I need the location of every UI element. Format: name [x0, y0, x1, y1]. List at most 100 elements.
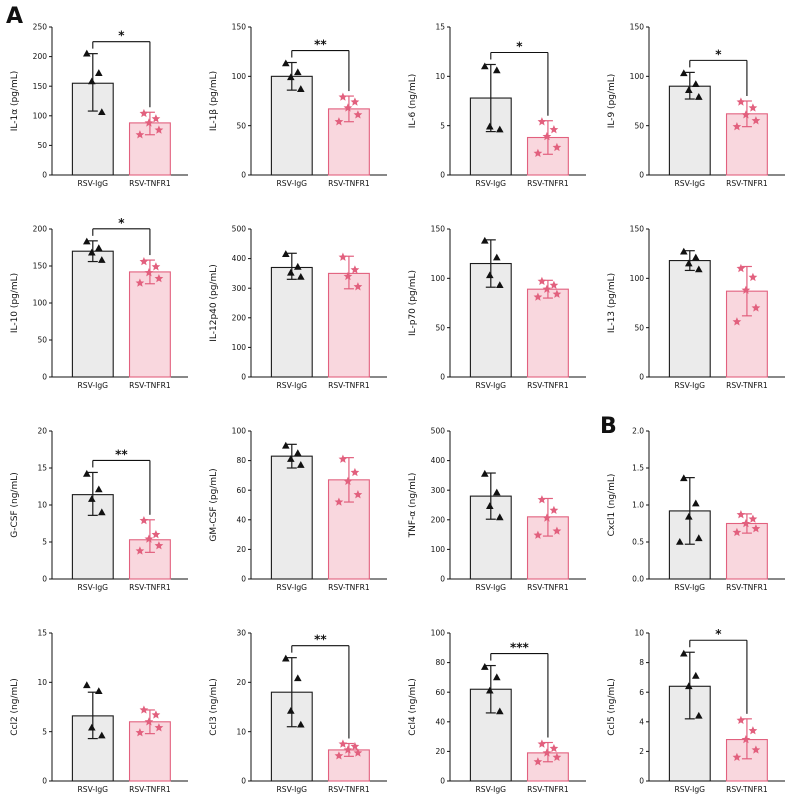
star-point-icon: [343, 271, 352, 281]
y-tick-label: 80: [236, 456, 246, 465]
triangle-point-icon: [480, 236, 489, 244]
triangle-point-icon: [492, 253, 501, 261]
y-tick-label: 50: [236, 121, 246, 130]
star-point-icon: [144, 118, 153, 127]
y-tick-label: 2: [639, 747, 644, 756]
y-tick-label: 15: [435, 23, 445, 32]
y-tick-label: 40: [236, 515, 246, 524]
y-axis-label: IL-9 (pg/mL): [607, 74, 617, 129]
y-tick-label: 10: [37, 678, 47, 687]
significance-stars: **: [314, 633, 327, 647]
star-point-icon: [741, 518, 750, 528]
y-tick-label: 0: [42, 575, 47, 584]
y-tick-label: 150: [629, 23, 644, 32]
triangle-point-icon: [87, 723, 96, 731]
y-tick-label: 500: [231, 225, 246, 234]
y-tick-label: 100: [430, 274, 445, 283]
star-point-icon: [338, 454, 347, 463]
chart-panel-ccl3: 0 10 20 30 Ccl3 (ng/mL) ** RSV-IgG RSV-TNFR1: [200, 607, 399, 809]
x-category-label: RSV-TNFR1: [527, 381, 569, 390]
x-category-label: RSV-TNFR1: [129, 785, 171, 794]
chart-panel-il-1b: 0 50 100 150 IL-1β (pg/mL) ** RSV-IgG RSV-TNFR1: [200, 1, 399, 203]
significance-stars: *: [118, 29, 125, 43]
y-tick-label: 1.5: [632, 464, 644, 473]
chart-panel-tnf-a: 0 100 200 300 400 500 TNF-α (ng/mL) RSV-IgG RSV-…: [399, 405, 598, 607]
y-tick-label: 150: [231, 23, 246, 32]
star-point-icon: [537, 495, 546, 504]
star-point-icon: [552, 289, 561, 298]
triangle-point-icon: [286, 455, 295, 462]
triangle-point-icon: [281, 654, 290, 662]
y-tick-label: 100: [231, 427, 246, 436]
triangle-point-icon: [296, 272, 305, 280]
star-point-icon: [533, 530, 542, 539]
y-tick-label: 300: [430, 486, 445, 495]
triangle-point-icon: [495, 281, 504, 289]
triangle-point-icon: [485, 271, 494, 279]
significance-stars: **: [314, 38, 327, 52]
triangle-point-icon: [94, 687, 103, 695]
star-point-icon: [353, 110, 362, 119]
triangle-point-icon: [82, 469, 91, 477]
triangle-point-icon: [293, 68, 302, 76]
triangle-point-icon: [694, 93, 703, 100]
y-tick-label: 50: [37, 336, 47, 345]
y-axis-label: IL-12p40 (pg/mL): [209, 264, 219, 342]
y-tick-label: 15: [37, 464, 47, 473]
star-point-icon: [334, 117, 343, 126]
bar-RSV-TNFR1: [526, 288, 569, 378]
triangle-point-icon: [679, 474, 688, 482]
star-point-icon: [732, 317, 741, 326]
bar-RSV-TNFR1: [725, 113, 768, 176]
y-axis-label: IL-1α (pg/mL): [10, 71, 20, 132]
star-point-icon: [736, 715, 745, 725]
y-axis-label: Cxcl1 (ng/mL): [607, 474, 617, 537]
y-tick-label: 100: [32, 299, 47, 308]
triangle-point-icon: [87, 495, 96, 502]
x-category-label: RSV-TNFR1: [726, 583, 768, 592]
y-axis-label: GM-CSF (pg/mL): [209, 468, 219, 541]
chart-panel-ccl5: 0 2 4 6 8 10 Ccl5 (ng/mL) * RSV-IgG RSV-TNFR1: [598, 607, 797, 809]
star-point-icon: [154, 125, 163, 134]
bar-RSV-TNFR1: [526, 136, 569, 176]
y-tick-label: 5: [42, 538, 47, 547]
triangle-point-icon: [293, 262, 302, 270]
chart-svg: 0.0 0.5 1.0 1.5 2.0 Cxcl1 (ng/mL) RSV-IgG RSV-T…: [607, 427, 785, 592]
star-point-icon: [748, 103, 757, 112]
y-tick-label: 20: [236, 678, 246, 687]
star-point-icon: [154, 273, 163, 283]
star-point-icon: [353, 282, 362, 291]
bar-RSV-IgG: [270, 455, 313, 580]
y-tick-label: 50: [634, 323, 644, 332]
triangle-point-icon: [694, 711, 703, 719]
star-point-icon: [139, 705, 148, 714]
star-point-icon: [542, 284, 551, 293]
star-point-icon: [552, 142, 561, 152]
triangle-point-icon: [691, 499, 700, 507]
star-point-icon: [537, 276, 546, 286]
x-category-label: RSV-TNFR1: [129, 583, 171, 592]
chart-svg: 0 2 4 6 8 10 Ccl5 (ng/mL) * RSV-IgG RSV-TNFR1: [607, 627, 785, 794]
star-point-icon: [139, 256, 148, 266]
chart-svg: 0 5 10 15 IL-6 (ng/mL) * RSV-IgG RSV-TNFR1: [408, 23, 586, 188]
star-point-icon: [334, 497, 343, 506]
triangle-point-icon: [495, 125, 504, 133]
star-point-icon: [736, 263, 745, 273]
y-tick-label: 150: [32, 82, 47, 91]
triangle-point-icon: [480, 469, 489, 477]
y-tick-label: 100: [231, 343, 246, 352]
y-tick-label: 50: [435, 323, 445, 332]
triangle-point-icon: [694, 265, 703, 273]
y-tick-label: 0: [440, 777, 445, 786]
triangle-point-icon: [281, 441, 290, 449]
y-tick-label: 0: [440, 575, 445, 584]
star-point-icon: [732, 527, 741, 537]
chart-svg: 0 50 100 150 IL-9 (pg/mL) * RSV-IgG RSV-TNFR1: [607, 23, 785, 188]
triangle-point-icon: [296, 720, 305, 728]
chart-svg: 0 20 40 60 80 100 Ccl4 (ng/mL) *** RSV-IgG RSV-TN…: [408, 629, 586, 794]
star-point-icon: [334, 751, 343, 760]
y-tick-label: 30: [236, 629, 246, 638]
y-tick-label: 0: [241, 373, 246, 382]
triangle-point-icon: [492, 66, 501, 74]
triangle-point-icon: [691, 253, 700, 261]
